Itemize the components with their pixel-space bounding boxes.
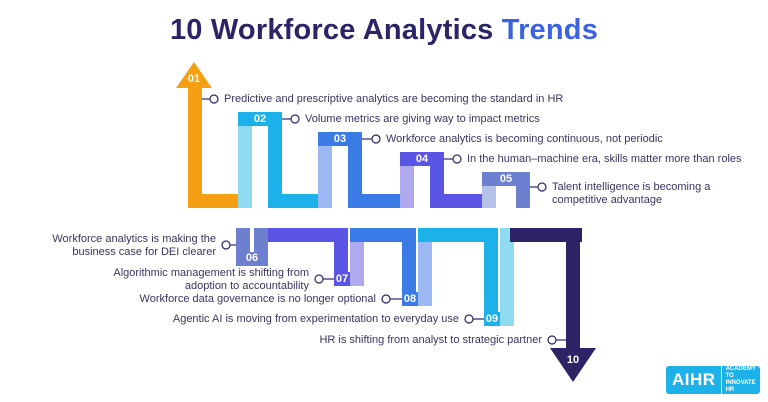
- segment-08: [350, 228, 432, 306]
- segment-03: [318, 132, 400, 208]
- trend-label-07-line-1: Algorithmic management is shifting from: [113, 267, 309, 279]
- segment-07: [268, 228, 364, 286]
- step-number-10: 10: [566, 354, 580, 366]
- segment-02: [238, 112, 318, 208]
- trend-label-03: Workforce analytics is becoming continuo…: [386, 133, 663, 145]
- trend-label-07-line-2: adoption to accountability: [184, 280, 309, 292]
- segment-09: [418, 228, 514, 326]
- logo-tagline-line-1: ACADEMY TO: [725, 366, 756, 379]
- logo-tagline: ACADEMY TO INNOVATE HR: [720, 366, 760, 394]
- step-number-07: 07: [335, 273, 349, 285]
- trend-label-02: Volume metrics are giving way to impact …: [305, 113, 540, 125]
- trend-label-10: HR is shifting from analyst to strategic…: [319, 334, 542, 346]
- segment-06: [236, 228, 268, 266]
- trend-label-05-line-2: competitive advantage: [552, 194, 663, 206]
- aihr-logo: AIHR ACADEMY TO INNOVATE HR: [666, 366, 760, 394]
- step-number-08: 08: [403, 293, 417, 305]
- step-number-01: 01: [187, 73, 201, 85]
- trend-label-06: Workforce analytics is making the busine…: [52, 233, 216, 259]
- segment-01: [176, 62, 238, 208]
- trend-label-05: Talent intelligence is becoming a compet…: [552, 181, 710, 207]
- segment-10: [510, 228, 596, 382]
- title-main: 10 Workforce Analytics: [169, 14, 494, 46]
- segment-05: [482, 172, 530, 208]
- step-number-06: 06: [245, 252, 259, 264]
- trend-label-08: Workforce data governance is no longer o…: [139, 293, 376, 305]
- step-number-02: 02: [253, 113, 267, 125]
- trend-label-06-line-2: business case for DEI clearer: [72, 246, 216, 258]
- connectors: [202, 94, 566, 345]
- trend-label-01: Predictive and prescriptive analytics ar…: [224, 93, 564, 105]
- trend-label-07: Algorithmic management is shifting from …: [113, 267, 309, 293]
- step-number-09: 09: [485, 313, 499, 325]
- title-accent: Trends: [501, 14, 599, 46]
- step-number-05: 05: [499, 173, 513, 185]
- arrow-up-head: [176, 62, 212, 88]
- trend-label-09: Agentic AI is moving from experimentatio…: [172, 313, 459, 325]
- trend-label-05-line-1: Talent intelligence is becoming a: [552, 181, 711, 193]
- logo-tagline-line-2: INNOVATE HR: [725, 380, 756, 393]
- segment-04: [400, 152, 482, 208]
- logo-wordmark: AIHR: [672, 370, 716, 389]
- page-title: 10 Workforce Analytics Trends: [0, 14, 768, 47]
- arrow-down-head: [550, 348, 596, 382]
- step-number-04: 04: [415, 153, 429, 165]
- trend-label-06-line-1: Workforce analytics is making the: [52, 233, 216, 245]
- trend-label-04: In the human–machine era, skills matter …: [467, 153, 742, 165]
- step-number-03: 03: [333, 133, 347, 145]
